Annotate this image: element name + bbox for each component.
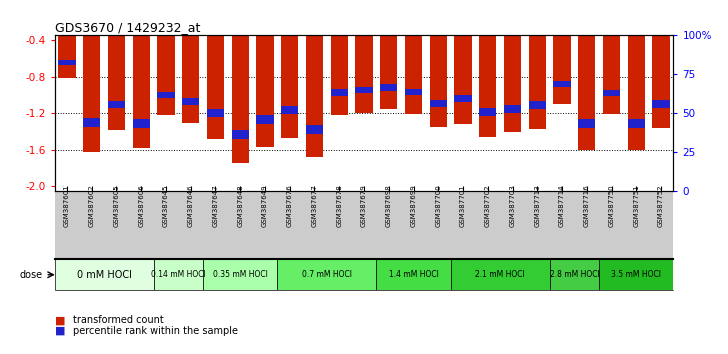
Bar	[529, 101, 546, 109]
Bar	[306, 4, 323, 157]
Text: 1.4 mM HOCl: 1.4 mM HOCl	[389, 270, 438, 279]
Bar	[108, 4, 125, 130]
Bar	[207, 109, 224, 117]
Bar	[430, 4, 447, 127]
Bar	[207, 4, 224, 139]
Bar	[83, 4, 100, 153]
Bar	[157, 92, 175, 98]
Bar	[628, 119, 645, 128]
Bar	[454, 4, 472, 124]
Text: 0.7 mM HOCl: 0.7 mM HOCl	[302, 270, 352, 279]
Bar	[454, 95, 472, 102]
Bar	[550, 259, 599, 290]
Bar	[232, 130, 249, 139]
Bar	[182, 4, 199, 123]
Bar	[256, 4, 274, 147]
Bar	[108, 101, 125, 108]
Text: 0 mM HOCl: 0 mM HOCl	[76, 270, 132, 280]
Bar	[380, 84, 397, 91]
Text: 0.35 mM HOCl: 0.35 mM HOCl	[213, 270, 268, 279]
Bar	[157, 4, 175, 115]
Text: ■: ■	[55, 326, 65, 336]
Bar	[331, 89, 348, 96]
Bar	[479, 108, 496, 115]
Bar	[277, 259, 376, 290]
Text: GDS3670 / 1429232_at: GDS3670 / 1429232_at	[55, 21, 200, 34]
Bar	[529, 4, 546, 129]
Bar	[599, 259, 673, 290]
Bar	[331, 4, 348, 115]
Bar	[256, 115, 274, 124]
Text: percentile rank within the sample: percentile rank within the sample	[73, 326, 238, 336]
Bar	[203, 259, 277, 290]
Bar	[405, 88, 422, 95]
Bar	[281, 4, 298, 138]
Bar	[652, 4, 670, 128]
Text: transformed count: transformed count	[73, 315, 164, 325]
Bar	[430, 100, 447, 107]
Bar	[504, 105, 521, 113]
Bar	[182, 98, 199, 105]
Text: ■: ■	[55, 315, 65, 325]
Text: 3.5 mM HOCl: 3.5 mM HOCl	[612, 270, 661, 279]
Text: 2.1 mM HOCl: 2.1 mM HOCl	[475, 270, 525, 279]
Bar	[603, 4, 620, 114]
Bar	[380, 4, 397, 109]
Bar	[55, 259, 154, 290]
Text: 0.14 mM HOCl: 0.14 mM HOCl	[151, 270, 206, 279]
Bar	[578, 4, 596, 150]
Bar	[578, 119, 596, 128]
Bar	[553, 4, 571, 104]
Bar	[232, 4, 249, 164]
Text: dose: dose	[19, 270, 42, 280]
Bar	[58, 61, 76, 65]
Bar	[132, 4, 150, 148]
Bar	[405, 4, 422, 114]
Bar	[355, 4, 373, 113]
Bar	[281, 105, 298, 114]
Bar	[553, 81, 571, 87]
Bar	[376, 259, 451, 290]
Bar	[306, 125, 323, 134]
Bar	[132, 119, 150, 128]
Bar	[628, 4, 645, 150]
Bar	[479, 4, 496, 137]
Bar	[58, 4, 76, 78]
Bar	[603, 90, 620, 96]
Bar	[652, 101, 670, 108]
Bar	[83, 118, 100, 127]
Bar	[154, 259, 203, 290]
Bar	[504, 4, 521, 132]
Text: 2.8 mM HOCl: 2.8 mM HOCl	[550, 270, 599, 279]
Bar	[355, 87, 373, 93]
Bar	[451, 259, 550, 290]
